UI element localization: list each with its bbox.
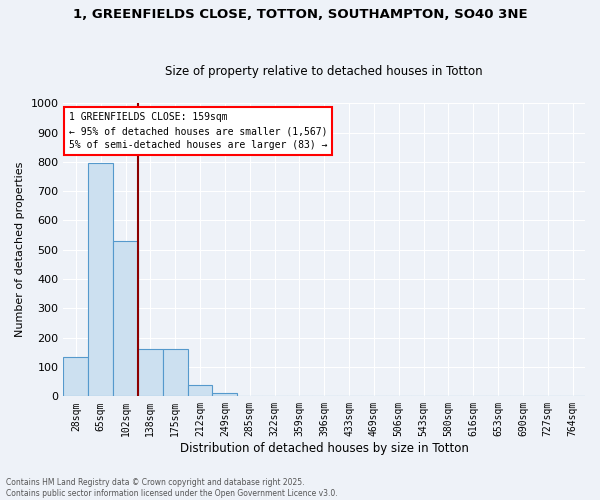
X-axis label: Distribution of detached houses by size in Totton: Distribution of detached houses by size … bbox=[180, 442, 469, 455]
Bar bbox=[113, 241, 138, 396]
Bar bbox=[163, 350, 188, 397]
Bar bbox=[138, 350, 163, 397]
Title: Size of property relative to detached houses in Totton: Size of property relative to detached ho… bbox=[166, 66, 483, 78]
Text: 1, GREENFIELDS CLOSE, TOTTON, SOUTHAMPTON, SO40 3NE: 1, GREENFIELDS CLOSE, TOTTON, SOUTHAMPTO… bbox=[73, 8, 527, 20]
Bar bbox=[188, 386, 212, 396]
Bar bbox=[212, 394, 237, 396]
Y-axis label: Number of detached properties: Number of detached properties bbox=[15, 162, 25, 338]
Bar bbox=[88, 164, 113, 396]
Bar bbox=[64, 358, 88, 397]
Text: 1 GREENFIELDS CLOSE: 159sqm
← 95% of detached houses are smaller (1,567)
5% of s: 1 GREENFIELDS CLOSE: 159sqm ← 95% of det… bbox=[68, 112, 327, 150]
Text: Contains HM Land Registry data © Crown copyright and database right 2025.
Contai: Contains HM Land Registry data © Crown c… bbox=[6, 478, 338, 498]
